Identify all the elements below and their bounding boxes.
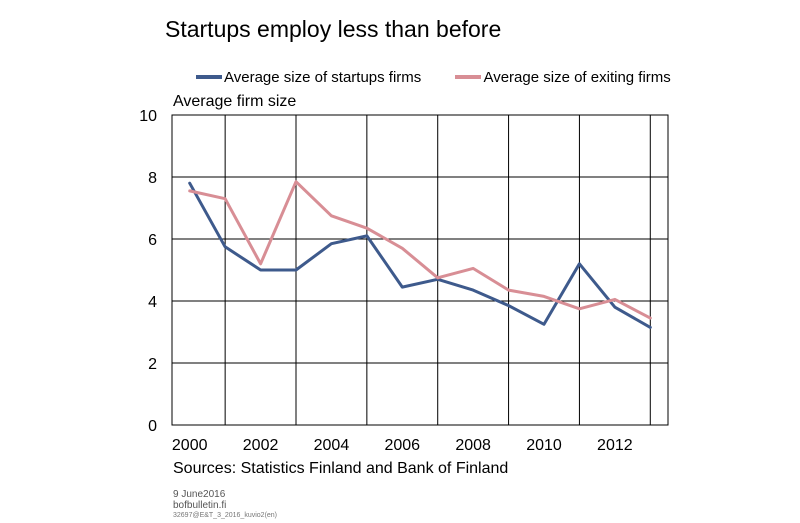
- site-name: bofbulletin.fi: [173, 500, 227, 511]
- x-tick-label: 2004: [314, 437, 350, 454]
- x-tick-label: 2012: [597, 437, 633, 454]
- legend-swatch-exiting: [455, 75, 482, 79]
- x-tick-label: 2000: [172, 437, 208, 454]
- y-tick-label: 2: [148, 356, 157, 373]
- publish-date: 9 June2016: [173, 489, 226, 500]
- plot-frame: [171, 114, 669, 426]
- x-tick-label: 2002: [243, 437, 279, 454]
- y-tick-label: 10: [139, 108, 157, 125]
- chart-code: 32697@E&T_3_2016_kuvio2(en): [173, 512, 278, 519]
- legend-item-exiting: Average size of exiting firms: [455, 68, 671, 86]
- series-line-exiting: [188, 180, 652, 320]
- y-tick-label: 6: [148, 232, 157, 249]
- chart-legend: Average size of startups firms Average s…: [196, 66, 701, 86]
- legend-label-exiting: Average size of exiting firms: [483, 68, 671, 86]
- y-tick-label: 0: [148, 418, 157, 435]
- series-line-startups: [188, 181, 652, 329]
- x-tick-label: 2006: [384, 437, 420, 454]
- legend-swatch-startups: [196, 75, 222, 79]
- legend-item-startups: Average size of startups firms: [196, 69, 421, 86]
- y-axis-label: Average firm size: [173, 93, 297, 110]
- x-tick-label: 2010: [526, 437, 562, 454]
- y-tick-label: 4: [148, 294, 157, 311]
- source-note: Sources: Statistics Finland and Bank of …: [173, 460, 509, 477]
- x-tick-label: 2008: [455, 437, 491, 454]
- chart-title: Startups employ less than before: [165, 16, 502, 42]
- y-tick-label: 8: [148, 170, 157, 187]
- legend-label-startups: Average size of startups firms: [224, 68, 422, 86]
